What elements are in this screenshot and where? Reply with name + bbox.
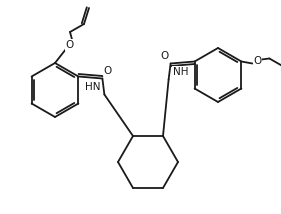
Text: O: O (253, 55, 262, 65)
Text: O: O (66, 40, 74, 50)
Text: O: O (103, 65, 112, 76)
Text: NH: NH (173, 67, 188, 76)
Text: HN: HN (85, 82, 100, 92)
Text: O: O (160, 51, 169, 61)
